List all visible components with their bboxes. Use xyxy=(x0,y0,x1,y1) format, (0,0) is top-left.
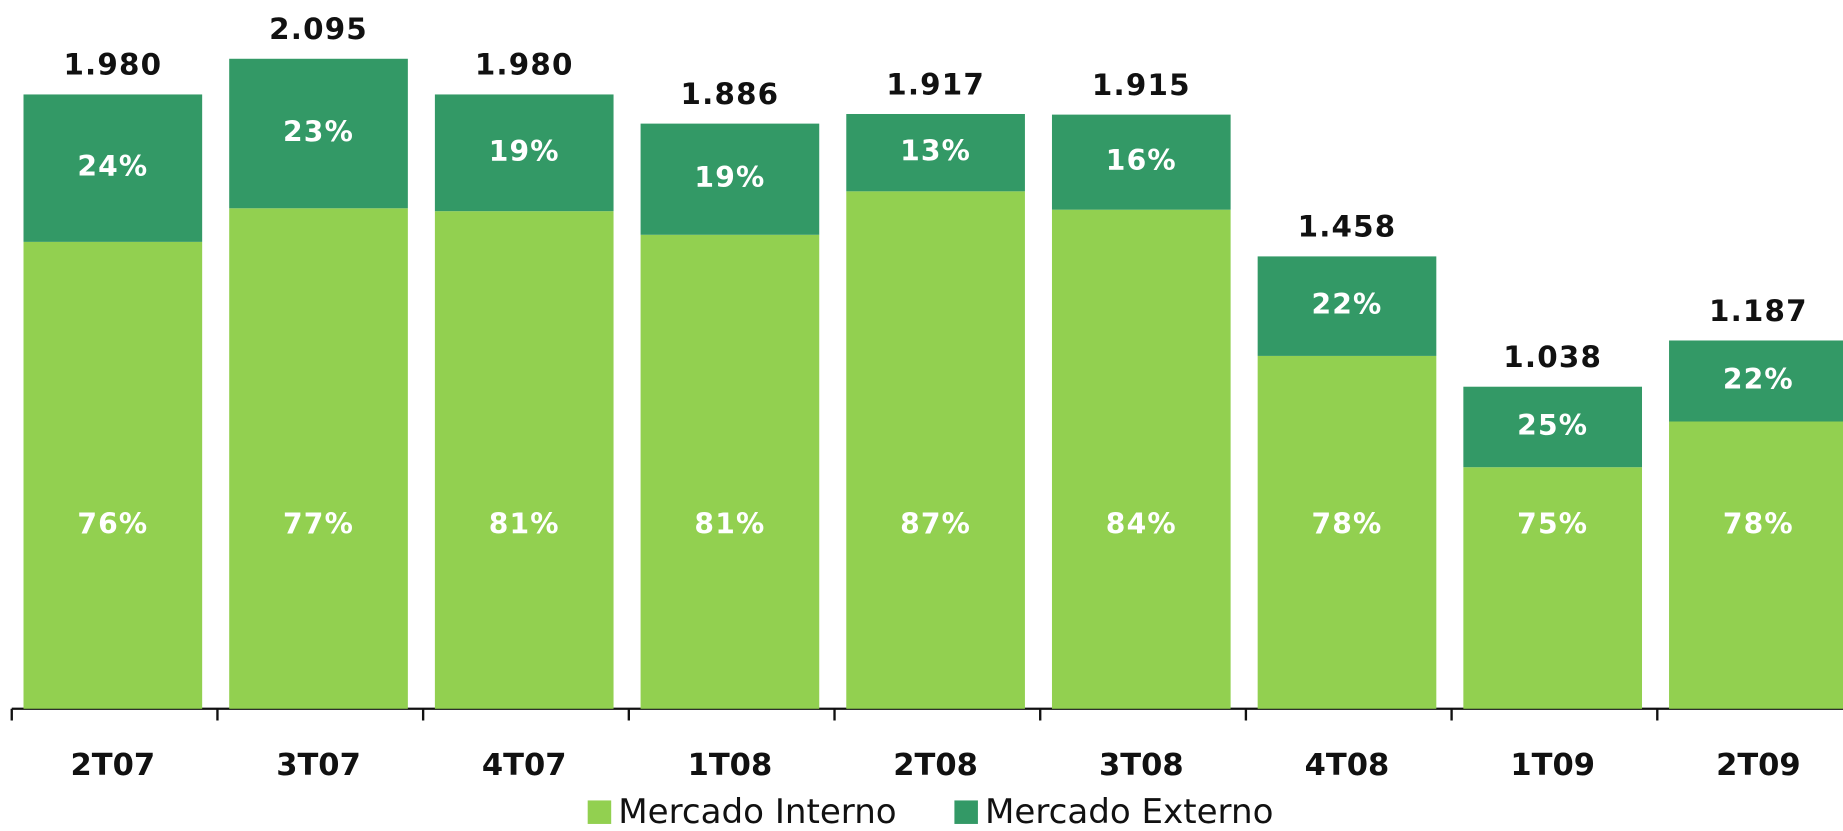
total-label: 1.980 xyxy=(63,48,162,82)
x-tick-label: 4T07 xyxy=(482,748,567,783)
x-tick-label: 4T08 xyxy=(1305,748,1390,783)
bar-segment xyxy=(846,191,1025,709)
segment-label: 81% xyxy=(694,507,765,540)
bar-segment xyxy=(1669,340,1843,422)
total-label: 1.917 xyxy=(886,67,985,101)
segment-label: 23% xyxy=(283,116,354,149)
total-label: 2.095 xyxy=(269,12,368,46)
segment-label: 19% xyxy=(694,161,765,194)
segment-label: 78% xyxy=(1723,507,1794,540)
legend-label: Mercado Externo xyxy=(985,792,1273,831)
x-tick-label: 2T08 xyxy=(893,748,978,783)
bar-segment xyxy=(846,113,1025,192)
x-tick-label: 2T09 xyxy=(1716,748,1801,783)
total-label: 1.038 xyxy=(1503,340,1602,374)
legend-swatch xyxy=(954,800,978,824)
segment-label: 77% xyxy=(283,507,354,540)
bar-segment xyxy=(1051,209,1231,709)
segment-label: 22% xyxy=(1311,288,1382,321)
segment-label: 78% xyxy=(1311,507,1382,540)
bar-segment xyxy=(229,58,408,209)
total-label: 1.458 xyxy=(1298,210,1397,244)
bar-segment xyxy=(1051,114,1231,210)
legend-swatch xyxy=(587,800,612,824)
total-label: 1.980 xyxy=(475,48,574,82)
segment-label: 19% xyxy=(489,135,560,168)
segment-label: 84% xyxy=(1106,507,1177,540)
legend-label: Mercado Interno xyxy=(618,792,896,831)
total-label: 1.886 xyxy=(681,77,780,111)
bar-segment xyxy=(23,241,203,709)
segment-label: 75% xyxy=(1517,507,1588,540)
x-tick-label: 3T08 xyxy=(1099,748,1184,783)
x-tick-label: 1T09 xyxy=(1510,748,1595,783)
total-label: 1.187 xyxy=(1709,294,1808,328)
bar-segment xyxy=(1463,386,1643,468)
bar-segment xyxy=(23,94,203,242)
bar-segment xyxy=(229,208,408,709)
bar-segment xyxy=(434,211,614,709)
bar-segment xyxy=(1463,467,1643,709)
bar-segment xyxy=(434,94,614,212)
segment-label: 22% xyxy=(1723,363,1794,396)
total-label: 1.915 xyxy=(1092,68,1191,102)
segment-label: 16% xyxy=(1106,144,1177,177)
segment-label: 87% xyxy=(900,507,971,540)
bar-segment xyxy=(1669,421,1843,709)
x-tick-label: 3T07 xyxy=(276,748,361,783)
segment-label: 81% xyxy=(489,507,560,540)
x-tick-label: 1T08 xyxy=(688,748,773,783)
bar-segment xyxy=(640,234,820,709)
segment-label: 13% xyxy=(900,135,971,168)
segment-label: 24% xyxy=(77,150,148,183)
segment-label: 76% xyxy=(77,507,148,540)
segment-label: 25% xyxy=(1517,409,1588,442)
bar-segment xyxy=(640,123,820,235)
x-tick-label: 2T07 xyxy=(71,748,156,783)
bar-segment xyxy=(1257,256,1437,356)
bar-segment xyxy=(1257,355,1437,709)
